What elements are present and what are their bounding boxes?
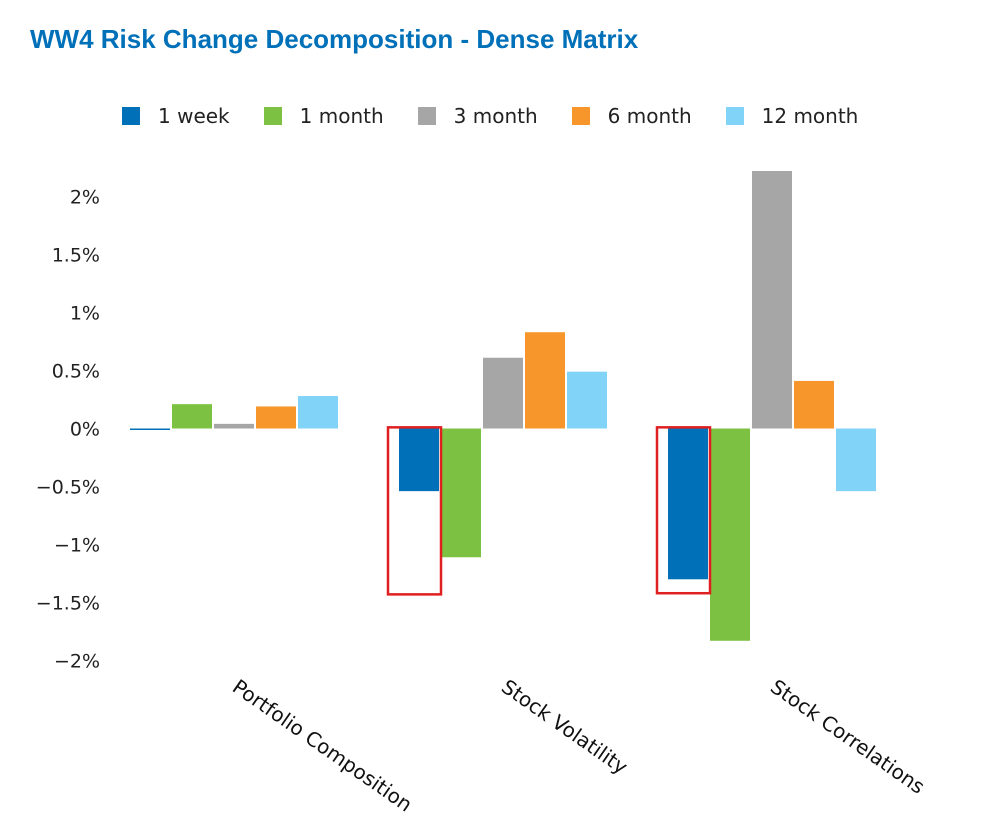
bar bbox=[710, 428, 750, 641]
y-tick-label: 1.5% bbox=[52, 245, 100, 267]
y-tick-label: 0.5% bbox=[52, 361, 100, 383]
bar bbox=[441, 428, 481, 558]
legend-swatch bbox=[571, 107, 590, 125]
x-category-label: Stock Volatility bbox=[497, 674, 632, 779]
chart-title: WW4 Risk Change Decomposition - Dense Ma… bbox=[30, 24, 639, 54]
bar bbox=[567, 371, 607, 429]
y-tick-label: −1% bbox=[54, 535, 100, 557]
bar bbox=[525, 332, 565, 429]
legend-label: 6 month bbox=[607, 104, 692, 128]
legend-label: 1 week bbox=[158, 104, 230, 128]
y-tick-label: 2% bbox=[70, 187, 100, 209]
bar bbox=[668, 428, 708, 580]
y-tick-label: −1.5% bbox=[36, 593, 100, 615]
legend-item: 3 month bbox=[417, 104, 538, 128]
highlight-box bbox=[386, 426, 443, 596]
legend-swatch bbox=[417, 107, 436, 125]
legend-swatch bbox=[263, 107, 282, 125]
legend-label: 12 month bbox=[761, 104, 859, 128]
bar bbox=[214, 423, 254, 429]
legend-item: 1 month bbox=[263, 104, 384, 128]
y-tick-label: −2% bbox=[54, 651, 100, 673]
highlight-box bbox=[655, 426, 712, 595]
legend-swatch bbox=[725, 107, 744, 125]
bar bbox=[298, 396, 338, 429]
legend-item: 6 month bbox=[571, 104, 692, 128]
y-tick-label: 0% bbox=[70, 419, 100, 441]
bar bbox=[130, 428, 170, 430]
x-category-label: Stock Correlations bbox=[766, 674, 929, 798]
legend-swatch bbox=[122, 107, 140, 125]
bar bbox=[836, 428, 876, 492]
y-tick-label: −0.5% bbox=[36, 477, 100, 499]
legend-item: 1 week bbox=[122, 104, 230, 128]
legend-item: 12 month bbox=[725, 104, 859, 128]
legend-label: 1 month bbox=[299, 104, 384, 128]
x-category-label: Portfolio Composition bbox=[228, 674, 417, 816]
bar bbox=[256, 406, 296, 429]
bar bbox=[752, 170, 792, 429]
legend-label: 3 month bbox=[453, 104, 538, 128]
bar bbox=[399, 428, 439, 492]
legend: 1 week 1 month 3 month 6 month 12 month bbox=[122, 104, 892, 128]
bar bbox=[172, 404, 212, 429]
y-tick-label: 1% bbox=[70, 303, 100, 325]
bar bbox=[794, 380, 834, 429]
bar bbox=[483, 357, 523, 429]
